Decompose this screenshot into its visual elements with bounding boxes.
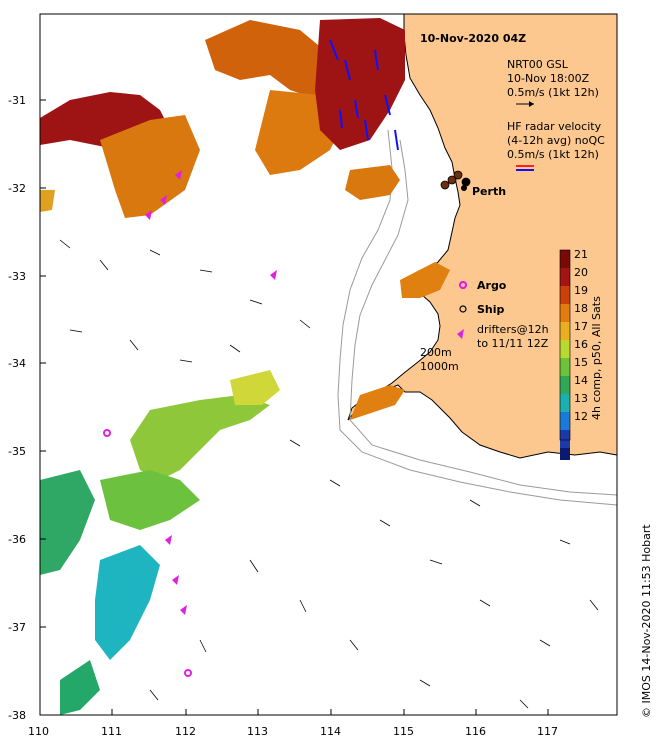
ship-markers [440, 170, 471, 190]
svg-text:HF radar velocity: HF radar velocity [507, 120, 602, 133]
latitude-axis: -31 -32 -33 -34 -35 -36 -37 -38 [8, 94, 46, 722]
svg-text:-38: -38 [8, 709, 26, 722]
svg-text:-37: -37 [8, 621, 26, 634]
contour-1000m [337, 129, 618, 506]
svg-text:115: 115 [393, 725, 414, 738]
svg-text:16: 16 [574, 338, 588, 351]
svg-text:to 11/11 12Z: to 11/11 12Z [477, 337, 549, 350]
svg-text:200m: 200m [420, 346, 452, 359]
svg-text:Argo: Argo [477, 279, 507, 292]
contour-200m [349, 139, 618, 496]
svg-text:-31: -31 [8, 94, 26, 107]
svg-text:(4-12h avg) noQC: (4-12h avg) noQC [507, 134, 605, 147]
svg-text:20: 20 [574, 266, 588, 279]
svg-text:110: 110 [28, 725, 49, 738]
svg-text:111: 111 [101, 725, 122, 738]
svg-text:112: 112 [175, 725, 196, 738]
gsl-legend: NRT00 GSL 10-Nov 18:00Z 0.5m/s (1kt 12h) [507, 58, 599, 107]
svg-text:NRT00 GSL: NRT00 GSL [507, 58, 569, 71]
svg-text:-33: -33 [8, 270, 26, 283]
svg-text:12: 12 [574, 410, 588, 423]
svg-text:114: 114 [320, 725, 341, 738]
svg-text:21: 21 [574, 248, 588, 261]
drifter-tracks [145, 170, 277, 615]
svg-text:19: 19 [574, 284, 588, 297]
svg-text:-34: -34 [8, 357, 26, 370]
svg-text:13: 13 [574, 392, 588, 405]
sst-colorbar: 21 20 19 18 17 16 15 14 13 12 4h comp, p… [559, 248, 603, 460]
map-title: 10-Nov-2020 04Z [420, 32, 526, 45]
hf-radar-legend: HF radar velocity (4-12h avg) noQC 0.5m/… [507, 120, 605, 171]
svg-text:113: 113 [247, 725, 268, 738]
svg-text:-32: -32 [8, 182, 26, 195]
svg-text:116: 116 [465, 725, 486, 738]
sst-patches [40, 18, 450, 715]
gsl-velocity-arrows [59, 239, 599, 709]
svg-text:18: 18 [574, 302, 588, 315]
svg-text:10-Nov 18:00Z: 10-Nov 18:00Z [507, 72, 590, 85]
svg-text:0.5m/s (1kt 12h): 0.5m/s (1kt 12h) [507, 86, 599, 99]
svg-text:14: 14 [574, 374, 588, 387]
svg-text:17: 17 [574, 320, 588, 333]
svg-text:-36: -36 [8, 533, 26, 546]
map-frame [39, 13, 618, 716]
symbol-legend: Argo Ship drifters@12h to 11/11 12Z 200m… [420, 279, 549, 373]
perth-label: Perth [472, 185, 506, 198]
svg-text:-35: -35 [8, 445, 26, 458]
credit-text: © IMOS 14-Nov-2020 11:53 Hobart [640, 524, 653, 718]
land-mass [347, 13, 618, 459]
svg-text:4h comp, p50, All Sats: 4h comp, p50, All Sats [590, 296, 603, 420]
svg-text:Ship: Ship [477, 303, 505, 316]
longitude-axis: 110 111 112 113 114 115 116 117 [28, 709, 558, 738]
svg-text:117: 117 [537, 725, 558, 738]
svg-text:0.5m/s (1kt 12h): 0.5m/s (1kt 12h) [507, 148, 599, 161]
svg-text:drifters@12h: drifters@12h [477, 323, 549, 336]
hf-radar-arrows [329, 39, 399, 151]
perth-marker [461, 185, 467, 191]
svg-text:15: 15 [574, 356, 588, 369]
svg-text:1000m: 1000m [420, 360, 459, 373]
